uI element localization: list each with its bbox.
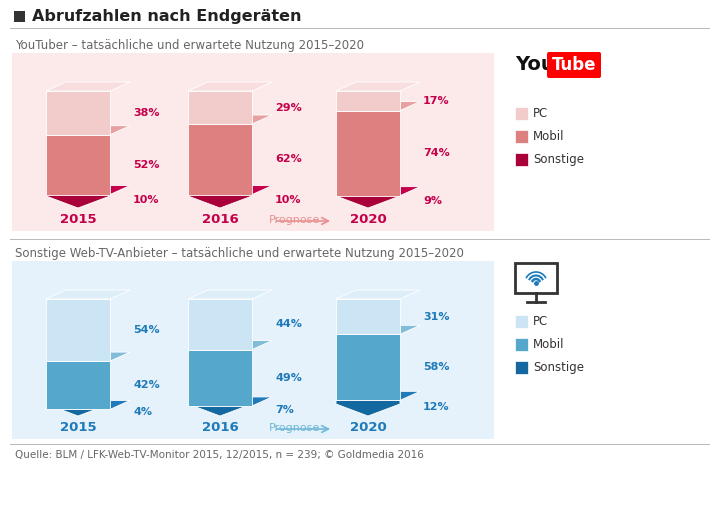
Polygon shape — [46, 400, 130, 409]
Bar — [10, 239, 710, 240]
Polygon shape — [336, 186, 420, 196]
Text: 4%: 4% — [133, 407, 152, 417]
Text: 74%: 74% — [423, 148, 450, 158]
Polygon shape — [46, 290, 130, 299]
Text: 10%: 10% — [133, 195, 160, 205]
Polygon shape — [336, 91, 400, 111]
Polygon shape — [46, 185, 130, 195]
Polygon shape — [336, 111, 400, 196]
Polygon shape — [336, 299, 400, 334]
Bar — [515, 315, 528, 328]
Text: 44%: 44% — [275, 320, 302, 329]
Bar — [14, 11, 25, 22]
Text: 10%: 10% — [275, 195, 302, 205]
Polygon shape — [46, 361, 110, 409]
Bar — [12, 53, 494, 231]
Bar — [515, 338, 528, 351]
Polygon shape — [46, 91, 110, 135]
Polygon shape — [46, 135, 110, 195]
Bar — [12, 261, 494, 439]
Text: 2020: 2020 — [350, 213, 387, 226]
Polygon shape — [336, 325, 420, 334]
Polygon shape — [188, 290, 272, 299]
Polygon shape — [336, 391, 420, 400]
Polygon shape — [336, 196, 400, 208]
Text: Sonstige Web-TV-Anbieter – tatsächliche und erwartete Nutzung 2015–2020: Sonstige Web-TV-Anbieter – tatsächliche … — [15, 247, 464, 260]
Polygon shape — [46, 299, 110, 361]
Text: Prognose: Prognose — [269, 423, 320, 433]
Text: 2015: 2015 — [60, 421, 96, 434]
Bar — [515, 153, 528, 166]
FancyBboxPatch shape — [547, 52, 601, 78]
Polygon shape — [188, 185, 272, 195]
Polygon shape — [188, 397, 272, 406]
Text: 29%: 29% — [275, 103, 302, 112]
Bar — [10, 444, 710, 445]
Bar — [515, 361, 528, 374]
Text: 52%: 52% — [133, 160, 160, 170]
Polygon shape — [46, 125, 130, 135]
Text: Abrufzahlen nach Endgeräten: Abrufzahlen nach Endgeräten — [32, 10, 302, 24]
Bar — [10, 28, 710, 29]
Polygon shape — [188, 91, 252, 124]
Bar — [515, 130, 528, 143]
Text: 9%: 9% — [423, 196, 442, 206]
Polygon shape — [336, 82, 420, 91]
Text: 62%: 62% — [275, 154, 302, 164]
Text: You: You — [515, 55, 554, 74]
Text: Sonstige: Sonstige — [533, 153, 584, 166]
Polygon shape — [188, 115, 272, 124]
Polygon shape — [188, 299, 252, 350]
Polygon shape — [46, 404, 110, 416]
Polygon shape — [46, 352, 130, 361]
Text: PC: PC — [533, 315, 548, 328]
Text: Mobil: Mobil — [533, 338, 564, 351]
Polygon shape — [336, 400, 400, 416]
Polygon shape — [336, 102, 420, 111]
Polygon shape — [188, 195, 252, 208]
Polygon shape — [336, 290, 420, 299]
Polygon shape — [188, 340, 272, 350]
Text: 42%: 42% — [133, 380, 160, 390]
Text: 17%: 17% — [423, 96, 449, 106]
Polygon shape — [46, 195, 110, 208]
Text: 2016: 2016 — [202, 421, 238, 434]
Polygon shape — [188, 82, 272, 91]
Text: Mobil: Mobil — [533, 130, 564, 143]
Text: 58%: 58% — [423, 362, 449, 372]
Text: 2015: 2015 — [60, 213, 96, 226]
Text: Tube: Tube — [552, 56, 596, 74]
Text: Prognose: Prognose — [269, 215, 320, 225]
Text: Sonstige: Sonstige — [533, 361, 584, 374]
Text: 7%: 7% — [275, 405, 294, 415]
Text: 31%: 31% — [423, 311, 449, 322]
Bar — [515, 107, 528, 120]
Polygon shape — [188, 404, 252, 416]
Text: 49%: 49% — [275, 373, 302, 383]
Text: 2016: 2016 — [202, 213, 238, 226]
Polygon shape — [46, 82, 130, 91]
Text: 12%: 12% — [423, 402, 449, 412]
Polygon shape — [336, 334, 400, 400]
Text: 54%: 54% — [133, 325, 160, 335]
Polygon shape — [188, 124, 252, 195]
Text: YouTuber – tatsächliche und erwartete Nutzung 2015–2020: YouTuber – tatsächliche und erwartete Nu… — [15, 39, 364, 52]
Text: Quelle: BLM / LFK-Web-TV-Monitor 2015, 12/2015, n = 239; © Goldmedia 2016: Quelle: BLM / LFK-Web-TV-Monitor 2015, 1… — [15, 450, 424, 460]
Polygon shape — [188, 350, 252, 406]
Text: PC: PC — [533, 107, 548, 120]
Text: 38%: 38% — [133, 108, 160, 118]
Text: 2020: 2020 — [350, 421, 387, 434]
